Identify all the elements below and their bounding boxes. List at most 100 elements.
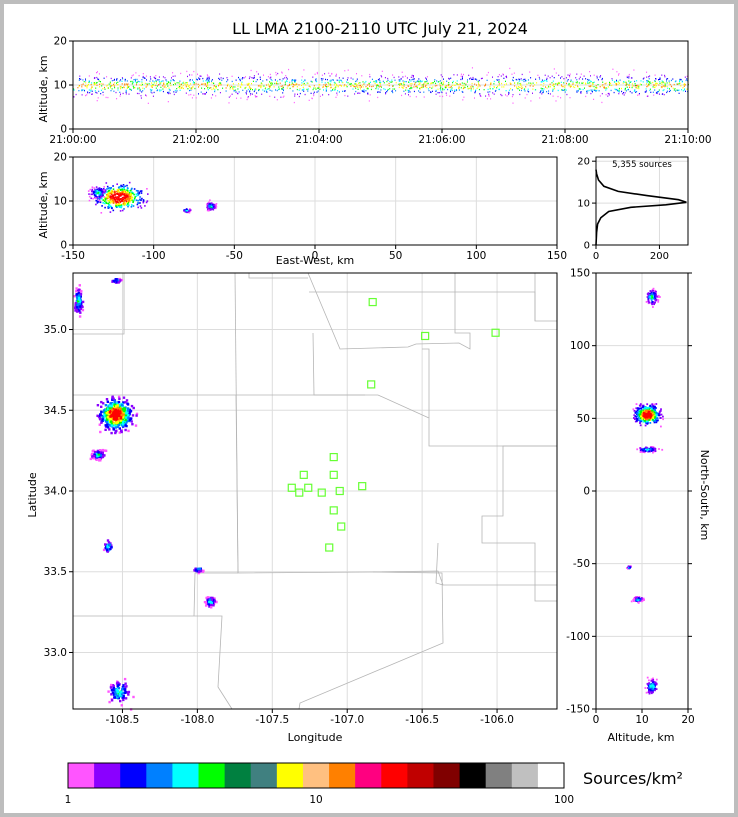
plan-view-source xyxy=(208,605,211,608)
time-altitude-source xyxy=(411,74,413,77)
time-altitude-source xyxy=(557,83,559,85)
time-altitude-source xyxy=(93,83,95,86)
time-altitude-source xyxy=(174,82,176,84)
time-altitude-source xyxy=(215,86,216,88)
plan-view-source xyxy=(122,691,125,694)
eastwest-source xyxy=(106,188,108,190)
time-altitude-source xyxy=(179,83,181,85)
time-altitude-source xyxy=(474,92,476,94)
time-altitude-source xyxy=(443,78,444,80)
time-altitude-source xyxy=(311,97,313,99)
time-altitude-source xyxy=(592,83,594,85)
time-altitude-source xyxy=(616,71,618,73)
time-altitude-y-tick-label: 0 xyxy=(60,124,67,136)
plan-view-source xyxy=(109,417,112,420)
time-altitude-source xyxy=(435,93,437,95)
eastwest-source xyxy=(188,211,191,214)
time-altitude-source xyxy=(219,82,221,84)
time-altitude-source xyxy=(251,77,253,79)
time-altitude-source xyxy=(508,91,510,94)
time-altitude-source xyxy=(512,94,514,96)
northsouth-source xyxy=(646,449,648,452)
plan-view-source xyxy=(99,449,102,452)
time-altitude-source xyxy=(168,88,170,91)
time-altitude-source xyxy=(167,82,169,85)
time-altitude-source xyxy=(515,78,517,81)
time-altitude-source xyxy=(413,75,414,77)
time-altitude-source xyxy=(664,85,666,87)
eastwest-source xyxy=(138,191,141,194)
time-altitude-source xyxy=(346,79,348,81)
time-altitude-source xyxy=(288,68,290,71)
colorbar-swatch xyxy=(276,763,304,788)
time-altitude-source xyxy=(275,89,276,91)
time-altitude-source xyxy=(644,91,646,93)
plan-view-source xyxy=(78,315,82,318)
time-altitude-source xyxy=(685,79,687,82)
time-altitude-source xyxy=(249,76,251,78)
time-altitude-source xyxy=(206,74,208,76)
plan-view-source xyxy=(76,293,79,296)
time-altitude-source xyxy=(206,78,208,81)
time-altitude-source xyxy=(628,75,630,78)
time-altitude-source xyxy=(293,101,295,104)
time-altitude-source xyxy=(636,87,638,89)
time-altitude-source xyxy=(610,82,612,84)
eastwest-source xyxy=(124,203,126,206)
eastwest-source xyxy=(121,199,124,202)
time-altitude-source xyxy=(413,90,415,93)
eastwest-source xyxy=(142,201,145,204)
northsouth-source xyxy=(652,289,655,292)
time-altitude-source xyxy=(439,83,441,85)
time-altitude-source xyxy=(434,85,436,87)
time-altitude-source xyxy=(542,91,544,93)
time-altitude-source xyxy=(235,89,237,91)
northsouth-source xyxy=(644,687,647,689)
northsouth-source xyxy=(653,685,655,688)
plan-view-source xyxy=(78,309,81,312)
eastwest-source xyxy=(107,192,110,195)
plan-view-x-tick-label: -108.5 xyxy=(106,714,140,726)
time-altitude-source xyxy=(527,88,529,90)
time-altitude-source xyxy=(508,89,510,91)
time-altitude-source xyxy=(512,80,514,82)
lma-station-marker xyxy=(335,486,344,496)
time-altitude-source xyxy=(630,77,632,79)
time-altitude-source xyxy=(625,87,626,90)
time-altitude-source xyxy=(83,81,85,83)
time-altitude-source xyxy=(570,79,572,81)
northsouth-source xyxy=(641,416,644,419)
time-altitude-source xyxy=(451,87,453,89)
time-altitude-source xyxy=(199,75,201,77)
time-altitude-source xyxy=(579,88,581,90)
time-altitude-source xyxy=(282,85,284,87)
colorbar-swatch xyxy=(381,763,408,788)
eastwest-altitude-x-tick-label: 100 xyxy=(466,250,486,262)
time-altitude-source xyxy=(94,82,96,84)
time-altitude-source xyxy=(187,75,188,78)
time-altitude-source xyxy=(415,81,417,83)
time-altitude-source xyxy=(576,82,578,84)
northsouth-source xyxy=(657,299,660,301)
time-altitude-source xyxy=(645,88,647,90)
time-altitude-source xyxy=(281,87,283,90)
time-altitude-source xyxy=(599,86,601,88)
plan-view-source xyxy=(117,423,120,427)
plan-view-source xyxy=(104,543,107,546)
time-altitude-source xyxy=(97,71,98,73)
time-altitude-source xyxy=(680,78,682,81)
time-altitude-source xyxy=(340,85,342,87)
eastwest-source xyxy=(125,200,128,203)
time-altitude-source xyxy=(131,80,133,83)
time-altitude-source xyxy=(274,96,276,98)
eastwest-source xyxy=(124,190,127,193)
time-altitude-source xyxy=(611,79,613,81)
time-altitude-source xyxy=(435,89,437,91)
northsouth-source xyxy=(649,447,652,450)
time-altitude-source xyxy=(311,81,313,83)
time-altitude-source xyxy=(271,79,273,82)
time-altitude-source xyxy=(576,91,578,93)
time-altitude-source xyxy=(248,77,250,80)
eastwest-source xyxy=(98,198,101,200)
